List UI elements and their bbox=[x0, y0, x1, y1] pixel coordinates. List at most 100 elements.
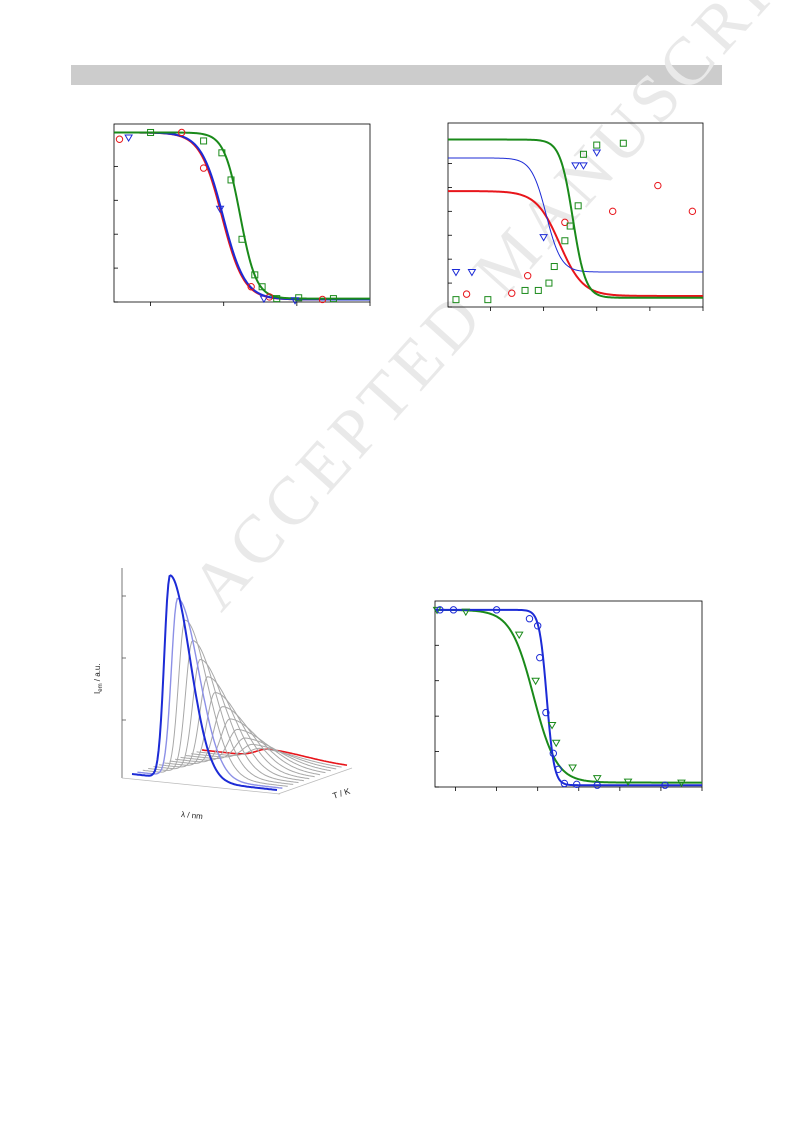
data-point-series-1 bbox=[124, 134, 133, 143]
fit-line-series-2 bbox=[114, 131, 370, 300]
data-point-series-1 bbox=[560, 779, 569, 788]
data-point-series-0 bbox=[432, 606, 442, 615]
data-point-series-0 bbox=[561, 218, 569, 227]
data-point-series-0 bbox=[461, 608, 471, 617]
chart-top-left-svg bbox=[113, 123, 371, 306]
chart-emission-3d: Iem / a.u. λ / nm T / K bbox=[80, 556, 370, 826]
data-point-series-0 bbox=[199, 164, 208, 172]
fit-line-series-0 bbox=[448, 190, 703, 297]
data-point-series-1 bbox=[467, 269, 477, 277]
data-point-series-2 bbox=[561, 237, 569, 245]
data-point-series-1 bbox=[525, 615, 534, 623]
data-point-series-0 bbox=[677, 779, 686, 788]
chart-bottom-right bbox=[432, 599, 708, 794]
emission-curve bbox=[148, 640, 294, 785]
data-point-series-0 bbox=[592, 775, 602, 783]
emission-curve bbox=[142, 619, 288, 787]
data-point-series-2 bbox=[574, 202, 582, 210]
data-point-series-0 bbox=[462, 290, 471, 298]
x-axis-label: λ / nm bbox=[181, 810, 204, 821]
data-point-series-0 bbox=[688, 207, 697, 216]
data-point-series-1 bbox=[539, 234, 548, 242]
emission-curve bbox=[158, 676, 304, 782]
fit-line-series-0 bbox=[435, 608, 702, 784]
data-point-series-2 bbox=[484, 296, 492, 304]
plot-frame bbox=[434, 600, 703, 788]
data-point-series-2 bbox=[521, 286, 529, 294]
data-point-series-2 bbox=[545, 279, 553, 287]
page-header-bar bbox=[71, 65, 722, 85]
data-point-series-2 bbox=[295, 294, 303, 302]
data-point-series-2 bbox=[593, 141, 601, 149]
data-point-series-1 bbox=[542, 708, 550, 717]
data-point-series-1 bbox=[579, 162, 588, 170]
data-point-series-1 bbox=[549, 749, 558, 758]
data-point-series-0 bbox=[318, 295, 327, 304]
fit-line-series-1 bbox=[113, 131, 370, 301]
data-point-series-2 bbox=[258, 283, 266, 291]
data-point-series-1 bbox=[492, 606, 501, 614]
data-point-series-1 bbox=[554, 765, 562, 773]
data-point-series-1 bbox=[593, 781, 601, 789]
data-point-series-2 bbox=[534, 286, 542, 294]
chart-top-right bbox=[446, 121, 706, 311]
data-point-series-0 bbox=[623, 778, 633, 787]
data-point-series-1 bbox=[536, 653, 544, 662]
data-point-series-1 bbox=[533, 622, 542, 630]
data-point-series-0 bbox=[568, 764, 577, 773]
watermark: ACCEPTED MANUSCRIPT bbox=[175, 0, 793, 624]
data-point-series-0 bbox=[523, 272, 532, 280]
data-point-series-0 bbox=[508, 289, 516, 297]
fit-line-series-2 bbox=[448, 138, 703, 299]
data-point-series-1 bbox=[436, 606, 444, 614]
chart-emission-3d-svg: Iem / a.u. λ / nm T / K bbox=[93, 568, 353, 821]
plot-frame bbox=[447, 122, 704, 308]
chart-top-left bbox=[112, 122, 372, 312]
emission-curve bbox=[164, 691, 310, 780]
chart-bottom-right-svg bbox=[432, 600, 703, 791]
data-point-series-1 bbox=[573, 780, 581, 789]
data-point-series-2 bbox=[452, 296, 460, 304]
data-point-series-2 bbox=[147, 128, 155, 136]
t-axis-line bbox=[277, 767, 353, 795]
data-point-series-0 bbox=[115, 135, 124, 143]
data-point-series-1 bbox=[451, 269, 461, 277]
plot-frame bbox=[113, 123, 371, 303]
fit-line-series-1 bbox=[448, 157, 703, 273]
emission-curve bbox=[153, 658, 299, 784]
data-point-series-2 bbox=[227, 176, 235, 184]
temperature-axis-label: T / K bbox=[331, 786, 351, 801]
data-point-series-0 bbox=[551, 739, 561, 748]
emission-curve bbox=[191, 743, 337, 770]
data-point-series-2 bbox=[619, 139, 627, 147]
data-point-series-2 bbox=[329, 295, 337, 303]
emission-curve bbox=[137, 597, 283, 789]
y-axis-label: Iem / a.u. bbox=[93, 663, 104, 694]
data-point-series-0 bbox=[514, 631, 524, 640]
data-point-series-2 bbox=[238, 235, 246, 243]
chart-top-right-svg bbox=[447, 122, 704, 311]
x-axis-line bbox=[121, 777, 281, 795]
data-point-series-0 bbox=[654, 181, 662, 190]
data-point-series-0 bbox=[265, 293, 274, 301]
data-point-series-2 bbox=[200, 137, 208, 145]
data-point-series-0 bbox=[247, 283, 255, 291]
data-point-series-0 bbox=[177, 128, 186, 137]
data-point-series-0 bbox=[547, 722, 557, 730]
data-point-series-2 bbox=[579, 150, 587, 158]
data-point-series-1 bbox=[259, 295, 269, 304]
data-point-series-2 bbox=[273, 295, 281, 303]
data-point-series-1 bbox=[449, 606, 458, 614]
data-point-series-1 bbox=[571, 162, 580, 170]
data-point-series-2 bbox=[251, 271, 259, 279]
data-point-series-2 bbox=[566, 222, 574, 230]
data-point-series-1 bbox=[661, 781, 669, 789]
data-point-series-1 bbox=[592, 149, 602, 157]
emission-curve bbox=[131, 574, 278, 791]
fit-line-series-1 bbox=[435, 608, 702, 787]
data-point-series-0 bbox=[531, 677, 541, 686]
data-point-series-2 bbox=[218, 149, 226, 157]
data-point-series-1 bbox=[215, 205, 225, 214]
data-point-series-2 bbox=[550, 263, 558, 271]
data-point-series-0 bbox=[608, 207, 617, 216]
